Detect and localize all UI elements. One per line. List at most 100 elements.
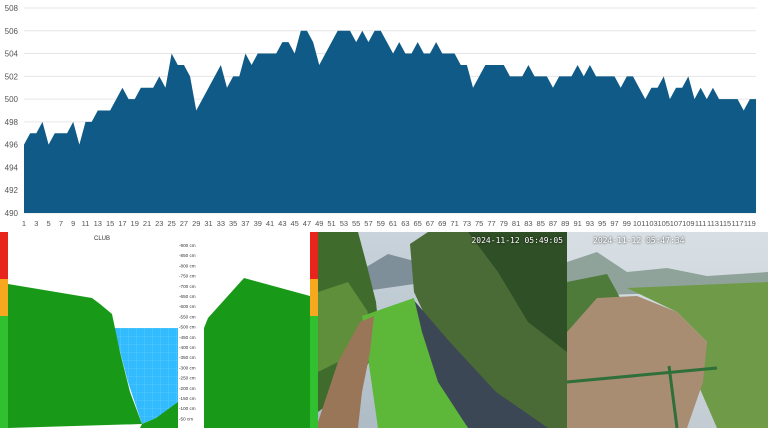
x-tick-label: 37 [241, 219, 249, 228]
level-bar-green-left [0, 316, 8, 428]
camera-2-timestamp: 2024-11-12 05:47:34 [593, 236, 685, 245]
x-tick-label: 35 [229, 219, 237, 228]
depth-label: -800 cm [179, 263, 196, 268]
chart-x-axis: 1 3 5 7 9 11 13 15 17 19 21 23 25 27 29 31 33 35 37 39 41 43 4… [22, 219, 756, 228]
x-tick-label: 71 [450, 219, 458, 228]
y-tick-label: 500 [5, 95, 19, 104]
cross-section-diagram: CLUB -900 cm -850 cm -800 cm -750 cm -700 cm… [0, 232, 318, 428]
x-tick-label: 75 [475, 219, 483, 228]
x-tick-label: 25 [167, 219, 175, 228]
x-tick-label: 97 [610, 219, 618, 228]
x-tick-label: 39 [254, 219, 262, 228]
x-tick-label: 51 [327, 219, 335, 228]
x-tick-label: 5 [47, 219, 51, 228]
camera-1-timestamp: 2024-11-12 05:49:05 [471, 236, 563, 245]
water-level-area-series [24, 30, 756, 214]
level-bar-orange-left [0, 279, 8, 316]
x-tick-label: 81 [512, 219, 520, 228]
depth-label: -350 cm [179, 355, 196, 360]
x-tick-label: 41 [266, 219, 274, 228]
x-tick-label: 85 [537, 219, 545, 228]
depth-label: -550 cm [179, 314, 196, 319]
x-tick-label: 107 [670, 219, 683, 228]
level-bar-orange-right [310, 279, 318, 316]
section-title: CLUB [94, 236, 110, 242]
camera-1-image [318, 232, 567, 428]
y-tick-label: 498 [5, 118, 19, 127]
x-tick-label: 33 [217, 219, 225, 228]
y-tick-label: 504 [5, 50, 19, 59]
depth-label: -250 cm [179, 376, 196, 381]
x-tick-label: 109 [682, 219, 695, 228]
channel-bottom [140, 402, 178, 428]
x-tick-label: 13 [94, 219, 102, 228]
y-tick-label: 502 [5, 72, 19, 81]
gauge-column [178, 244, 204, 428]
x-tick-label: 15 [106, 219, 114, 228]
x-tick-label: 93 [586, 219, 594, 228]
depth-label: -100 cm [179, 406, 196, 411]
x-tick-label: 29 [192, 219, 200, 228]
x-tick-label: 27 [180, 219, 188, 228]
x-tick-label: 57 [364, 219, 372, 228]
x-tick-label: 11 [82, 219, 90, 228]
x-tick-label: 53 [340, 219, 348, 228]
x-tick-label: 45 [290, 219, 298, 228]
depth-scale: -900 cm -850 cm -800 cm -750 cm -700 cm -650 … [179, 243, 196, 421]
depth-label: -150 cm [179, 396, 196, 401]
depth-label: -400 cm [179, 345, 196, 350]
depth-label: -900 cm [179, 243, 196, 248]
x-tick-label: 103 [645, 219, 658, 228]
x-tick-label: 91 [573, 219, 581, 228]
water-level-chart: 490 492 494 496 498 500 502 504 506 508 1 3 5 7 9 11 13… [4, 4, 756, 228]
depth-label: -700 cm [179, 284, 196, 289]
x-tick-label: 83 [524, 219, 532, 228]
x-tick-label: 23 [155, 219, 163, 228]
depth-label: -50 cm [179, 416, 193, 421]
right-bank [204, 278, 310, 428]
x-tick-label: 59 [377, 219, 385, 228]
x-tick-label: 101 [633, 219, 646, 228]
depth-label: -450 cm [179, 335, 196, 340]
y-tick-label: 496 [5, 141, 19, 150]
x-tick-label: 21 [143, 219, 151, 228]
depth-label: -500 cm [179, 325, 196, 330]
x-tick-label: 99 [623, 219, 631, 228]
bottom-panels: CLUB -900 cm -850 cm -800 cm -750 cm -700 cm… [0, 232, 768, 428]
camera-feed-2[interactable]: 2024-11-12 05:47:34 [567, 232, 768, 428]
depth-label: -650 cm [179, 294, 196, 299]
depth-label: -750 cm [179, 274, 196, 279]
level-bar-green-right [310, 316, 318, 428]
y-tick-label: 494 [5, 163, 19, 172]
water-body [114, 328, 178, 424]
chart-y-axis: 490 492 494 496 498 500 502 504 506 508 [5, 4, 19, 218]
x-tick-label: 49 [315, 219, 323, 228]
depth-label: -300 cm [179, 365, 196, 370]
x-tick-label: 117 [732, 219, 744, 228]
x-tick-label: 67 [426, 219, 434, 228]
x-tick-label: 7 [59, 219, 63, 228]
x-tick-label: 63 [401, 219, 409, 228]
x-tick-label: 17 [118, 219, 126, 228]
x-tick-label: 79 [500, 219, 508, 228]
depth-label: -600 cm [179, 304, 196, 309]
left-bank [8, 284, 142, 428]
x-tick-label: 31 [204, 219, 212, 228]
camera-feed-1[interactable]: 2024-11-12 05:49:05 [318, 232, 567, 428]
x-tick-label: 113 [707, 219, 719, 228]
x-tick-label: 95 [598, 219, 606, 228]
y-tick-label: 506 [5, 27, 19, 36]
x-tick-label: 77 [487, 219, 495, 228]
camera-2-image [567, 232, 768, 428]
depth-label: -200 cm [179, 386, 196, 391]
x-tick-label: 119 [744, 219, 756, 228]
y-tick-label: 490 [5, 209, 19, 218]
cross-section-panel: CLUB -900 cm -850 cm -800 cm -750 cm -700 cm… [0, 232, 318, 428]
x-tick-label: 43 [278, 219, 286, 228]
level-bar-red-right [310, 232, 318, 279]
x-tick-label: 89 [561, 219, 569, 228]
level-bar-red-left [0, 232, 8, 279]
x-tick-label: 1 [22, 219, 26, 228]
x-tick-label: 111 [695, 219, 706, 228]
